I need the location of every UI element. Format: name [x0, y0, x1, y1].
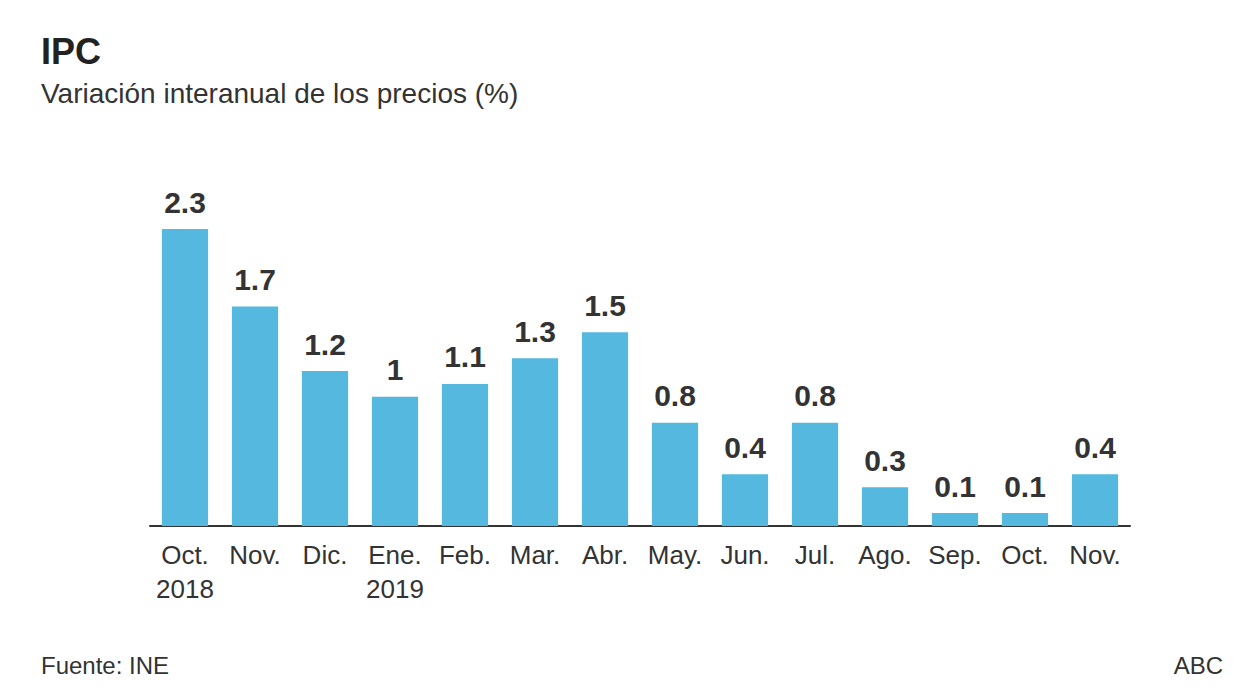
svg-text:1.7: 1.7	[234, 263, 276, 296]
svg-text:1.3: 1.3	[514, 315, 556, 348]
svg-text:1.5: 1.5	[584, 289, 626, 322]
svg-text:Variación interanual de los pr: Variación interanual de los precios (%)	[41, 78, 518, 109]
svg-text:0.8: 0.8	[654, 379, 696, 412]
svg-text:Oct.: Oct.	[161, 540, 209, 570]
svg-text:0.4: 0.4	[1074, 431, 1116, 464]
svg-text:0.4: 0.4	[724, 431, 766, 464]
svg-text:Mar.: Mar.	[510, 540, 561, 570]
svg-text:Feb.: Feb.	[439, 540, 491, 570]
svg-text:May.: May.	[648, 540, 702, 570]
svg-text:Sep.: Sep.	[928, 540, 982, 570]
svg-text:Jul.: Jul.	[795, 540, 835, 570]
svg-text:Ene.: Ene.	[368, 540, 422, 570]
svg-text:Dic.: Dic.	[303, 540, 348, 570]
svg-text:2019: 2019	[366, 574, 424, 604]
svg-text:Nov.: Nov.	[1069, 540, 1121, 570]
svg-text:2.3: 2.3	[164, 186, 206, 219]
svg-text:1.1: 1.1	[444, 340, 486, 373]
svg-text:ABC: ABC	[1174, 652, 1223, 679]
svg-text:0.3: 0.3	[864, 444, 906, 477]
svg-text:Abr.: Abr.	[582, 540, 628, 570]
svg-text:IPC: IPC	[41, 31, 101, 72]
svg-text:Oct.: Oct.	[1001, 540, 1049, 570]
svg-text:Fuente: INE: Fuente: INE	[41, 652, 169, 679]
svg-text:0.8: 0.8	[794, 379, 836, 412]
svg-text:2018: 2018	[156, 574, 214, 604]
svg-text:Nov.: Nov.	[229, 540, 281, 570]
svg-text:Jun.: Jun.	[720, 540, 769, 570]
svg-text:1.2: 1.2	[304, 328, 346, 361]
svg-text:0.1: 0.1	[1004, 470, 1046, 503]
svg-text:Ago.: Ago.	[858, 540, 912, 570]
svg-text:1: 1	[387, 353, 404, 386]
svg-text:0.1: 0.1	[934, 470, 976, 503]
